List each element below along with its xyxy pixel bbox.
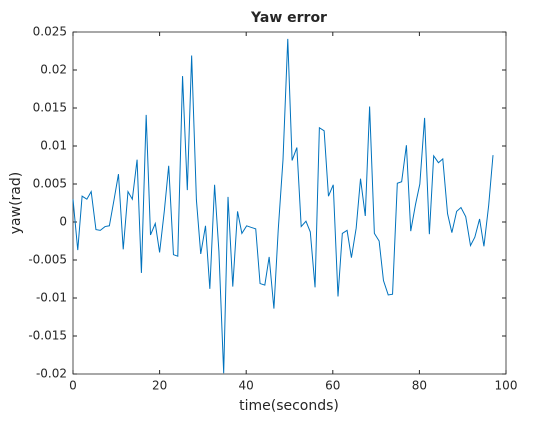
y-tick-label: 0.015 xyxy=(33,101,67,115)
x-tick-label: 60 xyxy=(325,379,340,393)
y-tick-label: -0.02 xyxy=(36,367,67,381)
y-tick-label: 0.01 xyxy=(40,139,67,153)
x-axis-label: time(seconds) xyxy=(239,398,339,414)
y-tick-label: -0.015 xyxy=(28,329,67,343)
x-tick-label: 100 xyxy=(495,379,518,393)
y-tick-label: 0.02 xyxy=(40,63,67,77)
x-tick-label: 0 xyxy=(69,379,77,393)
y-tick-label: -0.01 xyxy=(36,291,67,305)
x-tick-label: 20 xyxy=(152,379,167,393)
y-tick-label: 0.025 xyxy=(33,25,67,39)
chart-title: Yaw error xyxy=(250,10,327,26)
y-axis-label: yaw(rad) xyxy=(8,172,24,234)
x-tick-label: 80 xyxy=(412,379,427,393)
y-tick-label: 0 xyxy=(59,215,67,229)
y-tick-label: 0.005 xyxy=(33,177,67,191)
x-tick-label: 40 xyxy=(239,379,254,393)
y-tick-label: -0.005 xyxy=(28,253,67,267)
data-line xyxy=(72,38,494,374)
